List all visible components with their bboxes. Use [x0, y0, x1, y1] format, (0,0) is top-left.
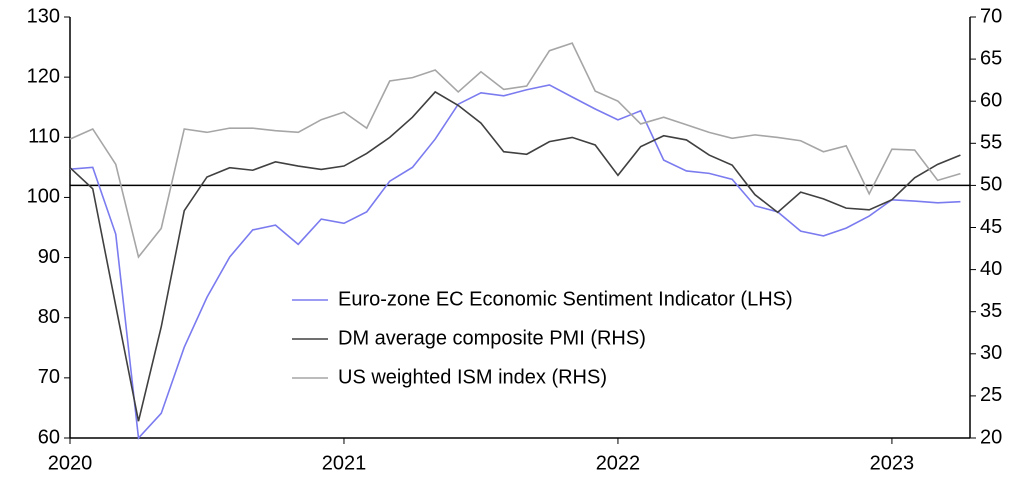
y2-tick-label: 30 — [980, 342, 1002, 364]
series-line — [69, 42, 961, 259]
x-tick-label: 2021 — [322, 452, 367, 474]
x-tick-label: 2020 — [48, 452, 93, 474]
y-tick-label: 100 — [27, 186, 60, 208]
legend-label: DM average composite PMI (RHS) — [338, 327, 646, 349]
x-tick-label: 2023 — [870, 452, 915, 474]
y2-tick-label: 50 — [980, 174, 1002, 196]
y-tick-label: 120 — [27, 65, 60, 87]
y-tick-label: 70 — [38, 366, 60, 388]
series-line — [69, 84, 961, 440]
y2-tick-label: 20 — [980, 426, 1002, 448]
y-tick-label: 80 — [38, 306, 60, 328]
x-tick-label: 2022 — [596, 452, 641, 474]
y2-tick-label: 65 — [980, 47, 1002, 69]
y-tick-label: 110 — [28, 126, 60, 148]
y2-tick-label: 35 — [980, 300, 1002, 322]
y-tick-label: 60 — [38, 426, 60, 448]
y2-tick-label: 45 — [980, 216, 1002, 238]
series-line — [69, 90, 961, 422]
y2-tick-label: 70 — [980, 5, 1002, 27]
y-tick-label: 90 — [38, 246, 60, 268]
legend-label: Euro-zone EC Economic Sentiment Indicato… — [338, 288, 793, 310]
y2-tick-label: 55 — [980, 132, 1002, 154]
y2-tick-label: 60 — [980, 89, 1002, 111]
legend-label: US weighted ISM index (RHS) — [338, 366, 607, 388]
y2-tick-label: 40 — [980, 258, 1002, 280]
y2-tick-label: 25 — [980, 384, 1002, 406]
y-tick-label: 130 — [27, 5, 60, 27]
